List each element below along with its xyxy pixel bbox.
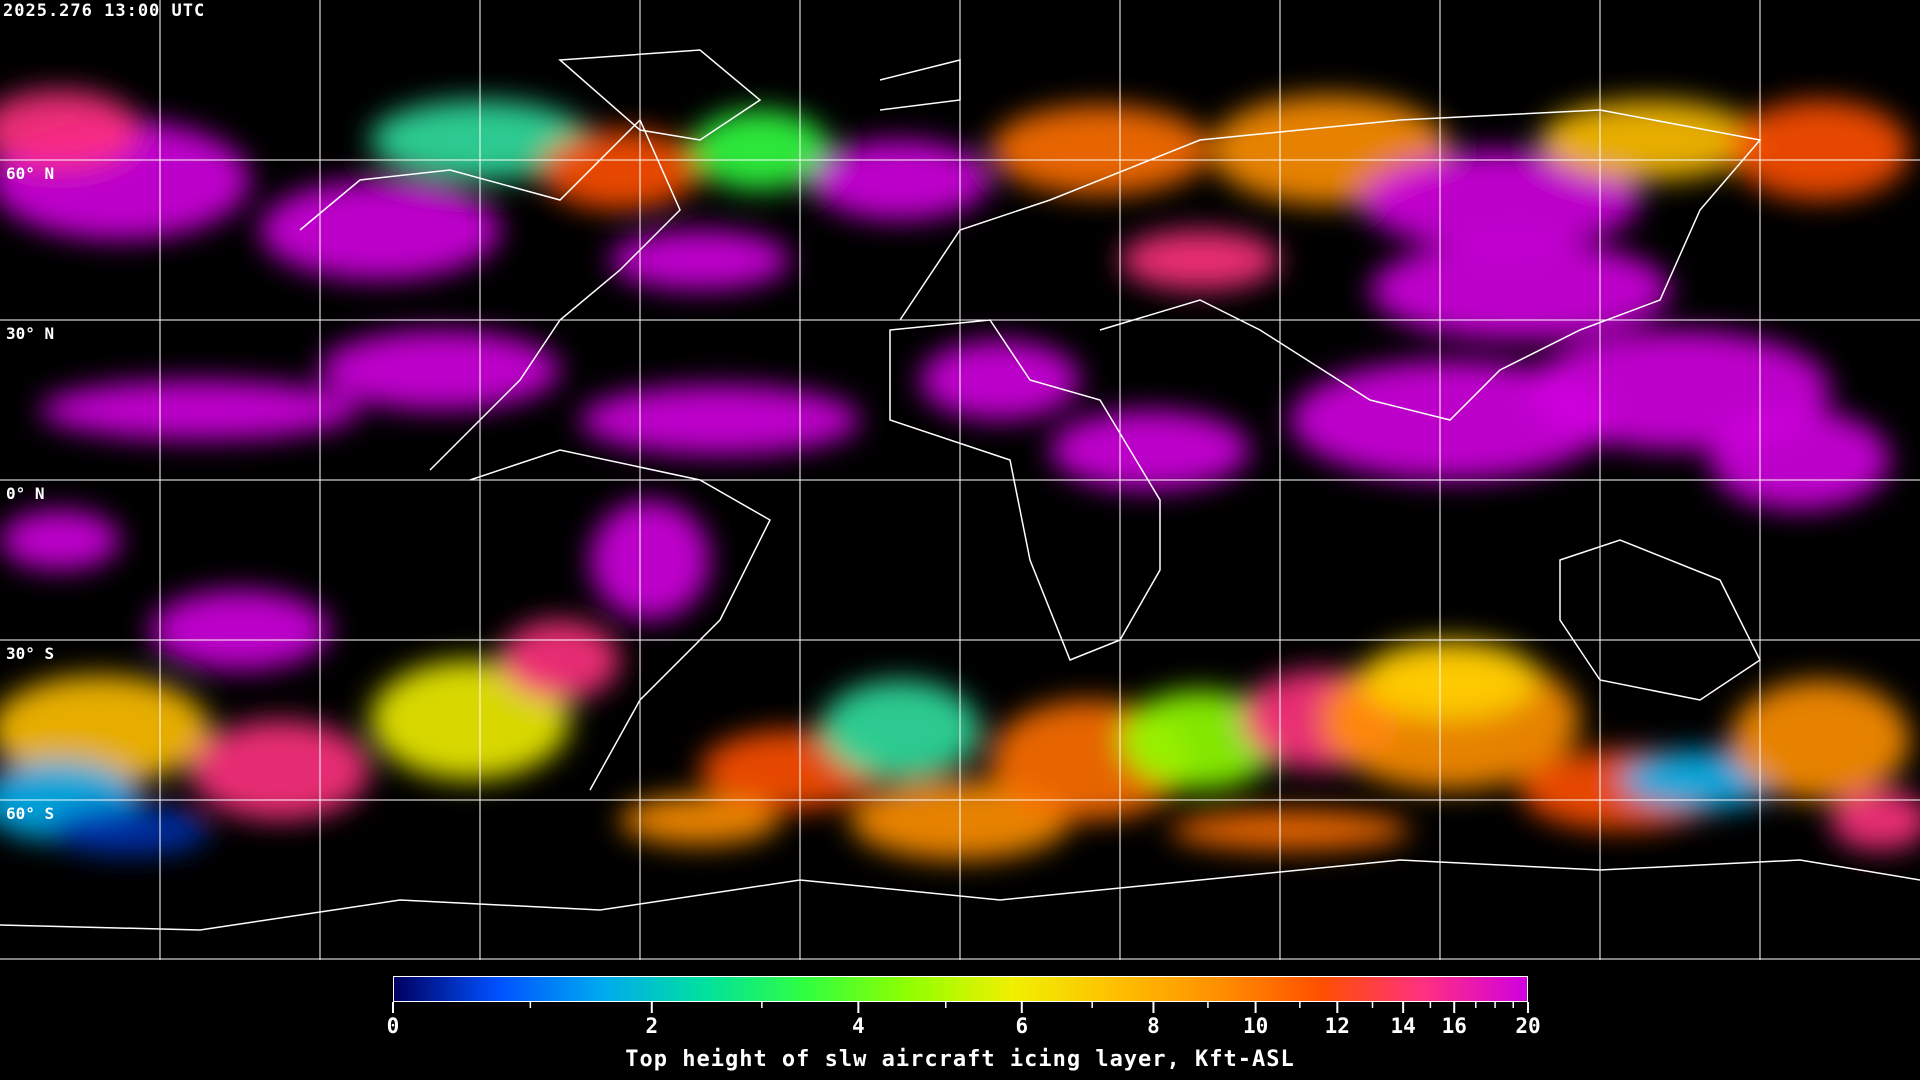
- icing-area: [1710, 410, 1890, 510]
- icing-area: [1730, 100, 1910, 200]
- coastline: [889, 319, 1161, 661]
- icing-area: [1360, 150, 1640, 250]
- icing-area: [1830, 790, 1920, 850]
- icing-area: [1120, 690, 1280, 790]
- icing-area: [620, 795, 780, 845]
- icing-area: [690, 110, 830, 190]
- icing-area: [1730, 680, 1910, 800]
- coastline: [299, 118, 681, 471]
- icing-area: [50, 805, 210, 855]
- tick-label: 4: [852, 1014, 865, 1038]
- icing-area: [1360, 640, 1540, 720]
- icing-area: [920, 340, 1080, 420]
- icing-area: [260, 180, 500, 280]
- lat-label-0n: 0° N: [6, 484, 45, 503]
- map-view[interactable]: 2025.276 13:00 UTC 60° N 30° N 0° N 30° …: [0, 0, 1920, 960]
- coastline: [0, 859, 1920, 931]
- icing-area: [0, 90, 140, 170]
- icing-area: [610, 230, 790, 290]
- icing-area: [0, 510, 120, 570]
- tick-label: 16: [1441, 1014, 1467, 1038]
- tick-label: 8: [1147, 1014, 1160, 1038]
- coastline: [558, 49, 762, 141]
- tick-label: 20: [1515, 1014, 1541, 1038]
- icing-area: [1050, 410, 1250, 490]
- graticule: [0, 0, 1920, 960]
- tick-label: 10: [1242, 1014, 1269, 1038]
- icing-area: [820, 680, 980, 780]
- icing-area: [370, 660, 570, 780]
- icing-area: [580, 385, 860, 455]
- coastline: [879, 59, 961, 111]
- icing-area: [320, 330, 560, 410]
- lat-label-30n: 30° N: [6, 324, 55, 343]
- tick-label: 14: [1390, 1014, 1416, 1038]
- icing-area: [1120, 230, 1280, 290]
- icing-area: [590, 500, 710, 620]
- timestamp: 2025.276 13:00 UTC: [3, 1, 206, 21]
- icing-area: [40, 380, 360, 440]
- icing-area: [0, 675, 210, 785]
- tick-label: 6: [1015, 1014, 1029, 1038]
- icing-area: [500, 620, 620, 700]
- icing-area: [990, 105, 1210, 195]
- coastlines: [0, 49, 1920, 931]
- coastline: [899, 109, 1762, 421]
- colorbar: [393, 976, 1528, 1002]
- icing-area: [810, 140, 990, 220]
- icing-area: [190, 720, 370, 820]
- lat-label-30s: 30° S: [6, 644, 55, 663]
- icing-area: [1170, 810, 1410, 850]
- coastline: [1559, 539, 1761, 701]
- icing-area: [150, 590, 330, 670]
- map-canvas: [0, 0, 1920, 960]
- tick-label: 0: [386, 1014, 400, 1038]
- lat-label-60n: 60° N: [6, 164, 55, 183]
- lat-label-60s: 60° S: [6, 804, 55, 823]
- colorbar-title: Top height of slw aircraft icing layer, …: [625, 1047, 1295, 1072]
- icing-area: [1370, 240, 1670, 340]
- tick-label: 12: [1324, 1014, 1350, 1038]
- tick-label: 2: [645, 1014, 659, 1038]
- icing-area: [540, 130, 700, 210]
